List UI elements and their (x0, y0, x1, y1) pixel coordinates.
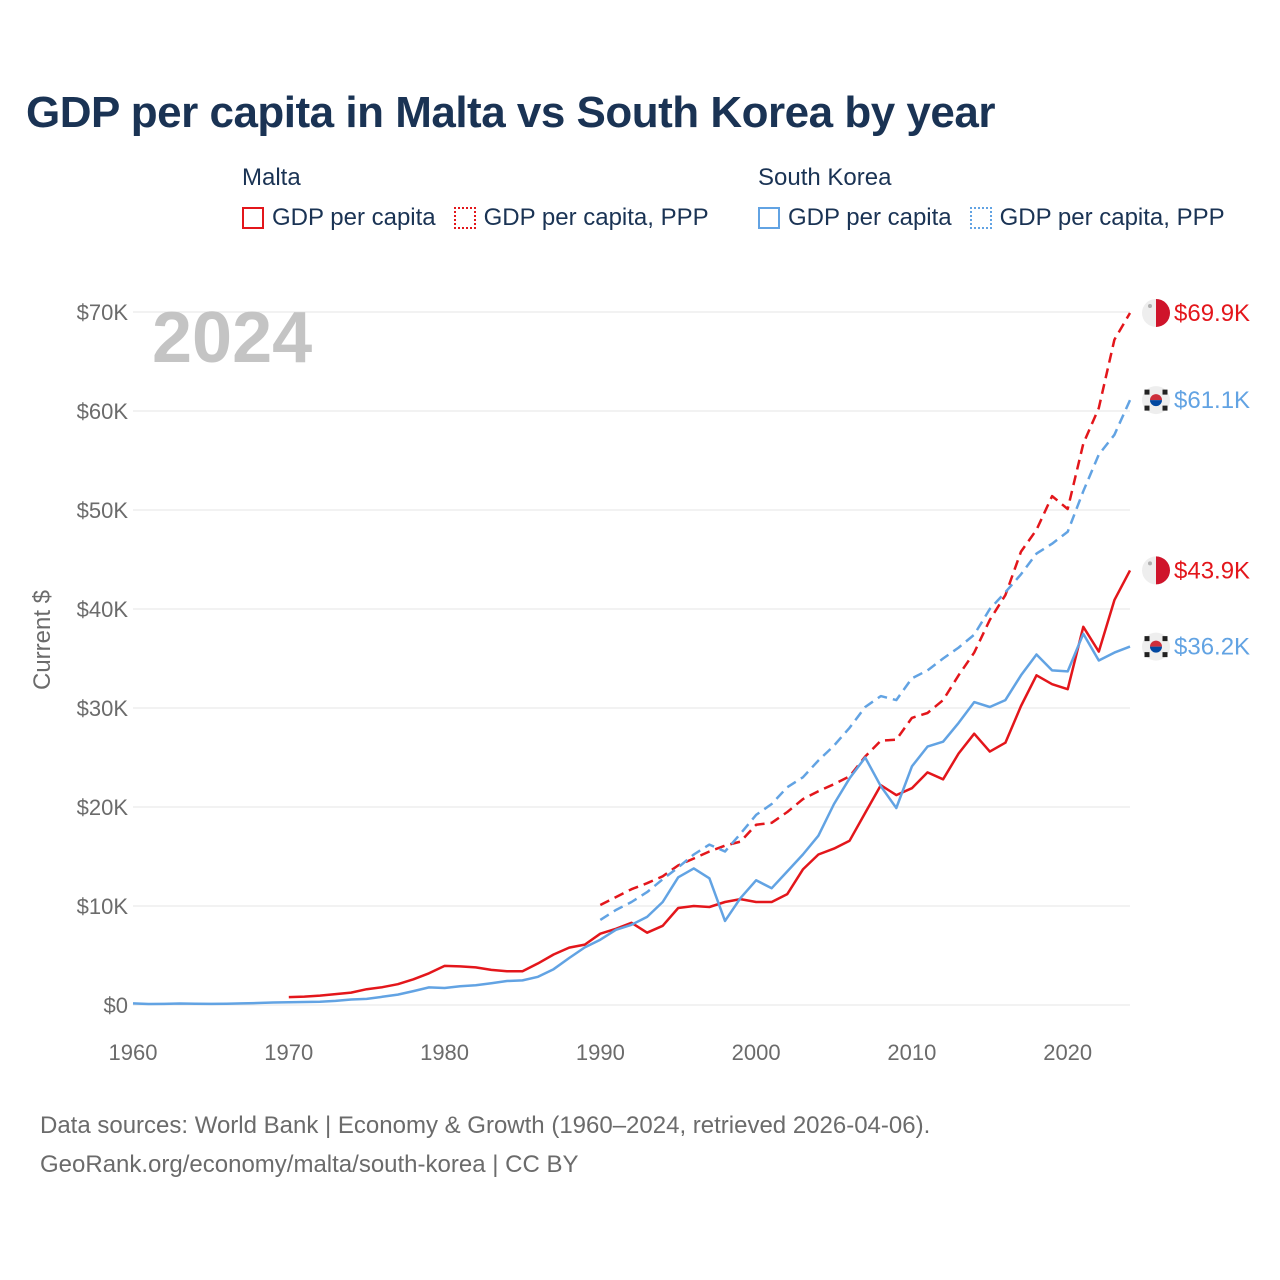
flag-trigram (1144, 636, 1150, 642)
y-axis-title: Current $ (29, 590, 56, 690)
series-line-3 (599, 399, 1132, 921)
legend-swatch-dotted-blue (969, 207, 992, 229)
flag-taeguk-blue (1150, 646, 1162, 653)
legend-item-malta-gdp[interactable]: GDP per capita (242, 204, 436, 232)
flag-cross (1148, 303, 1152, 308)
flag-taeguk-red (1150, 640, 1162, 647)
legend-label: GDP per capita (788, 204, 952, 231)
x-tick-label: 2000 (732, 1040, 781, 1065)
y-tick-label: $30K (77, 696, 129, 721)
x-tick-label: 1960 (109, 1040, 158, 1065)
malta-flag-icon (1142, 298, 1171, 327)
flag-cross (1148, 561, 1152, 566)
y-tick-label: $50K (77, 498, 129, 523)
legend-swatch-solid-blue (758, 207, 780, 229)
flag-trigram (1162, 405, 1168, 411)
end-value-label: $43.9K (1174, 557, 1250, 584)
x-tick-label: 2010 (887, 1040, 936, 1065)
flag-red-half (1156, 298, 1171, 327)
end-value-label: $69.9K (1174, 300, 1250, 327)
legend-group-korea: South Korea GDP per capita GDP per capit… (758, 162, 1225, 232)
series-lines (132, 312, 1132, 1006)
y-tick-label: $60K (77, 399, 129, 424)
flag-trigram (1162, 636, 1168, 642)
legend-label: GDP per capita, PPP (483, 204, 709, 231)
flag-trigram (1144, 389, 1150, 395)
footer: Data sources: World Bank | Economy & Gro… (40, 1106, 930, 1184)
y-tick-label: $40K (77, 597, 129, 622)
y-tick-label: $20K (77, 795, 129, 820)
flag-trigram (1162, 652, 1168, 658)
x-tick-label: 2020 (1043, 1040, 1092, 1065)
legend-heading: South Korea (758, 164, 892, 191)
flag-trigram (1162, 389, 1168, 395)
legend-item-korea-gdp[interactable]: GDP per capita (758, 204, 952, 232)
grid: $0 $10K $20K $30K $40K $50K $60K $70K 1960 1970 19… (77, 300, 1130, 1065)
flag-taeguk-blue (1150, 400, 1162, 407)
footer-url[interactable]: GeoRank.org/economy/malta/south-korea | … (40, 1151, 579, 1178)
flag-red-half (1156, 556, 1171, 585)
legend-heading: Malta (242, 164, 301, 191)
legend-label: GDP per capita (272, 204, 436, 231)
legend-group-malta: Malta GDP per capita GDP per capita, PPP (242, 162, 727, 232)
y-tick-label: $10K (77, 894, 129, 919)
legend-item-korea-ppp[interactable]: GDP per capita, PPP (969, 204, 1225, 232)
end-value-label: $61.1K (1174, 387, 1250, 414)
chart-title: GDP per capita in Malta vs South Korea b… (26, 88, 995, 137)
footer-source: Data sources: World Bank | Economy & Gro… (40, 1112, 931, 1139)
x-tick-label: 1980 (420, 1040, 469, 1065)
year-label: 2024 (152, 298, 312, 378)
legend-item-malta-ppp[interactable]: GDP per capita, PPP (453, 204, 709, 232)
series-line-0 (288, 569, 1132, 999)
flag-trigram (1144, 405, 1150, 411)
flag-taeguk-red (1150, 394, 1162, 401)
malta-flag-icon (1142, 556, 1171, 585)
x-tick-label: 1990 (576, 1040, 625, 1065)
south-korea-flag-icon (1142, 386, 1170, 415)
y-tick-label: $70K (77, 300, 129, 325)
x-tick-label: 1970 (264, 1040, 313, 1065)
legend-swatch-dotted-red (453, 207, 476, 229)
flag-trigram (1144, 652, 1150, 658)
legend-swatch-solid-red (242, 207, 264, 229)
series-line-2 (132, 632, 1131, 1006)
south-korea-flag-icon (1142, 632, 1170, 661)
end-markers: $43.9K $69.9K $36.2K $61.1K (1142, 298, 1250, 661)
y-tick-label: $0 (104, 993, 128, 1018)
legend-label: GDP per capita, PPP (999, 204, 1225, 231)
end-value-label: $36.2K (1174, 634, 1250, 661)
